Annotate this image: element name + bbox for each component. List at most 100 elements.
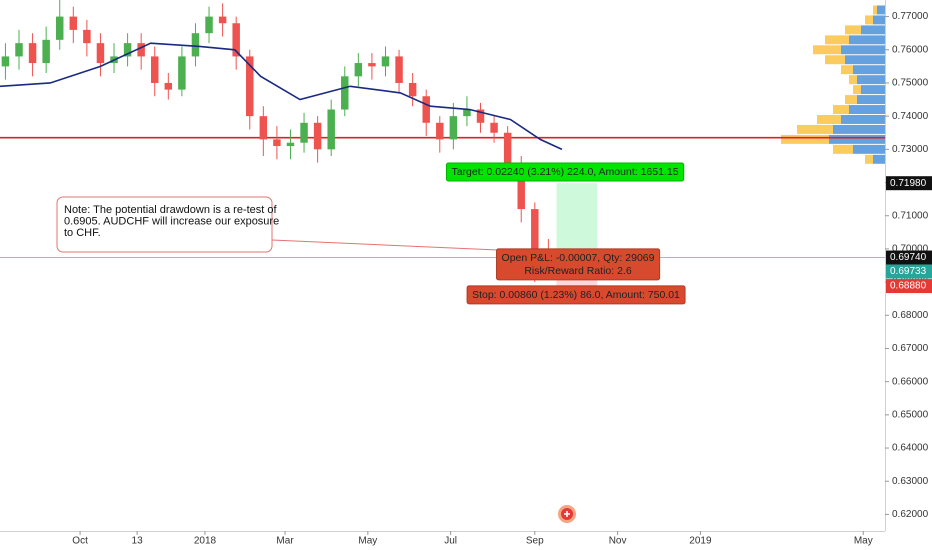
candle-body [273, 139, 281, 147]
x-tick-label: May [358, 536, 377, 547]
x-tick-label: Sep [526, 536, 544, 547]
note-text: 0.6905. AUDCHF will increase our exposur… [64, 215, 279, 227]
profile-sell [849, 75, 857, 85]
target-label: Target: 0.02240 (3.21%) 224.0, Amount: 1… [445, 162, 685, 182]
candle-body [178, 56, 186, 90]
pnl-label-bg [496, 248, 661, 281]
profile-buy [841, 114, 885, 124]
y-tick-label: 0.75000 [892, 78, 929, 89]
target-label-bg [445, 162, 685, 182]
profile-buy [873, 154, 885, 164]
y-tick-label: 0.71000 [892, 210, 929, 221]
y-tick-label: 0.77000 [892, 11, 929, 22]
note-connector [271, 239, 521, 252]
candle-body [408, 82, 417, 97]
target-label-text: Target: 0.02240 (3.21%) 224.0, Amount: 1… [451, 166, 678, 178]
y-tick-label: 0.66000 [892, 376, 929, 387]
candle-body [286, 142, 295, 147]
profile-buy [853, 144, 885, 154]
profile-sell [841, 65, 853, 75]
profile-sell [833, 144, 853, 154]
candle-body [422, 96, 430, 123]
profile-buy [853, 65, 885, 75]
x-tick-label: Jul [444, 536, 457, 547]
candle-body [259, 116, 268, 140]
profile-buy [849, 105, 885, 114]
alert-icon[interactable] [558, 505, 576, 523]
candle-body [232, 23, 240, 57]
profile-buy [857, 95, 885, 105]
candle-body [449, 116, 458, 140]
target-zone [556, 183, 598, 258]
candle-body [96, 43, 105, 64]
note-text: to CHF. [64, 227, 101, 239]
price-label: 0.71980 [890, 178, 927, 189]
y-tick-label: 0.64000 [892, 443, 929, 454]
candle-body [395, 56, 403, 83]
candle-body [246, 56, 254, 117]
profile-sell [853, 85, 861, 95]
note-text: Note: The potential drawdown is a re-tes… [64, 204, 278, 216]
candle-body [151, 56, 159, 83]
profile-sell [817, 114, 841, 124]
x-tick-label: Mar [276, 536, 294, 547]
stop-label: Stop: 0.00860 (1.23%) 86.0, Amount: 750.… [466, 285, 686, 305]
candle-body [463, 109, 471, 117]
profile-buy [833, 124, 885, 134]
price-label: 0.68880 [890, 281, 927, 292]
candle-body [1, 56, 10, 67]
price-label-bg [886, 264, 932, 279]
pnl-label-text: Risk/Reward Ratio: 2.6 [524, 265, 632, 277]
candle-body [476, 109, 485, 123]
x-tick-label: May [854, 536, 873, 547]
candle-body [436, 122, 444, 140]
candle-body [531, 209, 539, 256]
candle-body [368, 63, 376, 67]
candle-body [69, 16, 78, 30]
stop-label-bg [466, 285, 686, 305]
profile-buy [849, 35, 885, 45]
profile-buy [841, 45, 885, 55]
x-tick-label: Oct [72, 536, 88, 547]
candle-body [313, 122, 322, 150]
profile-sell [813, 45, 841, 55]
candle-body [123, 43, 132, 57]
profile-buy [861, 85, 885, 95]
candle-body [137, 43, 145, 57]
pnl-label: Open P&L: -0.00007, Qty: 29069Risk/Rewar… [496, 248, 661, 281]
profile-buy [857, 75, 885, 85]
candle-body [15, 43, 23, 57]
candle-body [55, 16, 64, 40]
profile-buy [873, 15, 885, 25]
candle-body [517, 165, 525, 210]
candle-body [354, 63, 363, 77]
candle-body [42, 39, 50, 64]
profile-sell [781, 134, 829, 144]
price-label-bg [886, 279, 932, 294]
price-label-bg [886, 176, 932, 191]
note-bg [56, 196, 273, 253]
profile-sell [845, 95, 857, 105]
candle-body [191, 33, 200, 57]
profile-buy [845, 55, 885, 65]
profile-buy [877, 5, 885, 15]
profile-sell [873, 5, 877, 15]
candle-body [381, 56, 390, 67]
price-label-bg [886, 250, 932, 265]
candle-body [503, 132, 512, 166]
x-tick-label: 2018 [194, 536, 217, 547]
y-tick-label: 0.65000 [892, 409, 929, 420]
stop-label-text: Stop: 0.00860 (1.23%) 86.0, Amount: 750.… [472, 289, 680, 301]
profile-sell [797, 124, 833, 134]
candle-body [28, 43, 37, 64]
x-tick-label: 2019 [689, 536, 712, 547]
candle-body [341, 76, 349, 110]
profile-sell [825, 35, 849, 45]
x-tick-label: 13 [132, 536, 144, 547]
y-tick-label: 0.70000 [892, 244, 929, 255]
y-tick-label: 0.67000 [892, 343, 929, 354]
icon-plus [564, 511, 570, 517]
y-tick-label: 0.76000 [892, 44, 929, 55]
